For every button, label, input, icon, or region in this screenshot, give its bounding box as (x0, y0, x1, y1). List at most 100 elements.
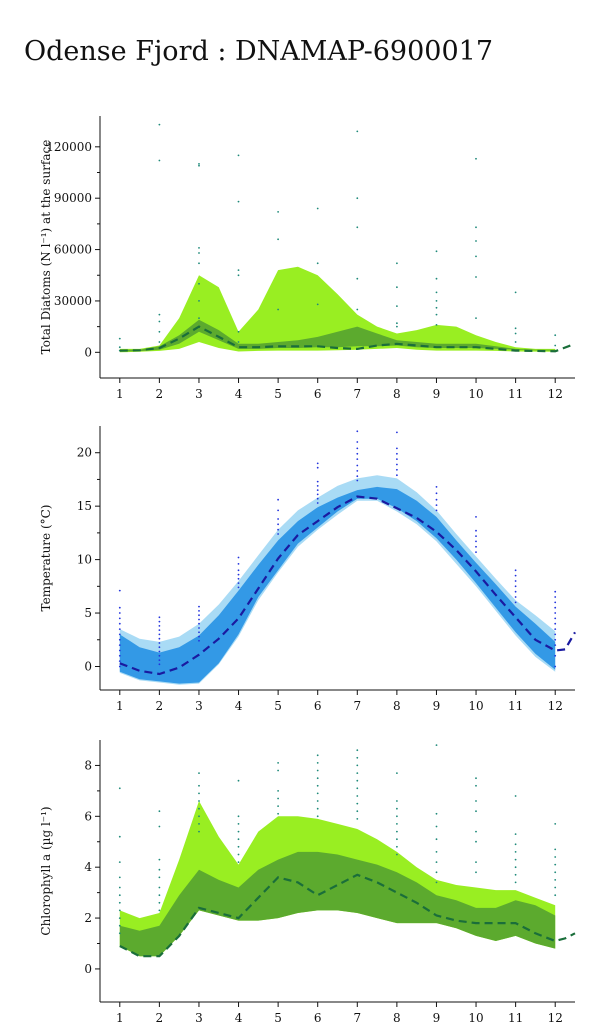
temperature-data-point (554, 622, 557, 625)
temperature-data-point (158, 659, 161, 661)
temperature-data-point (435, 498, 438, 501)
diatoms-data-point (277, 211, 279, 213)
temperature-data-point (118, 617, 121, 620)
chlorophyll-x-tick-label: 2 (156, 1011, 164, 1025)
diatoms-data-point (237, 200, 240, 203)
temperature-data-point (475, 551, 477, 553)
temperature-data-point (514, 590, 517, 593)
chlorophyll-data-point (237, 815, 240, 818)
chlorophyll-x-tick-label: 7 (353, 1011, 361, 1025)
chlorophyll-data-point (435, 744, 438, 746)
diatoms-x-tick-label: 4 (235, 387, 243, 401)
temperature-data-point (356, 458, 359, 460)
diatoms-x-tick-label: 11 (508, 387, 523, 401)
temperature-median-line (119, 495, 576, 676)
chlorophyll-y-tick-label: 8 (84, 758, 92, 772)
diatoms-x-tick-label: 12 (548, 387, 563, 401)
chlorophyll-data-point (316, 784, 319, 787)
chlorophyll-data-point (277, 812, 279, 815)
diatoms-data-point (396, 286, 398, 289)
chlorophyll-data-point (316, 769, 319, 772)
diatoms-data-point (514, 341, 517, 343)
temperature-data-point (475, 529, 477, 532)
diatoms-data-point (237, 154, 240, 157)
chlorophyll-data-point (118, 924, 121, 927)
chlorophyll-data-point (118, 917, 121, 919)
temperature-data-point (158, 646, 161, 649)
chlorophyll-data-point (475, 861, 477, 863)
temperature-data-point (356, 475, 359, 478)
chlorophyll-data-point (277, 797, 279, 800)
temperature-data-point (277, 533, 279, 535)
temperature-data-point (277, 498, 279, 501)
temperature-data-point (554, 590, 557, 593)
chlorophyll-data-point (396, 815, 398, 818)
temperature-x-tick-label: 10 (468, 699, 483, 713)
chlorophyll-y-tick-label: 0 (84, 962, 92, 976)
temperature-x-tick-label: 7 (353, 699, 361, 713)
chlorophyll-data-point (475, 840, 477, 843)
diatoms-x-tick-label: 7 (353, 387, 361, 401)
temperature-data-point (475, 535, 477, 537)
diatoms-data-point (475, 317, 477, 319)
chlorophyll-data-point (554, 871, 557, 874)
chlorophyll-data-point (356, 802, 359, 805)
diatoms-data-point (198, 163, 200, 165)
chlorophyll-data-point (316, 815, 319, 818)
temperature-data-point (118, 649, 121, 652)
diatoms-data-point (396, 305, 398, 307)
page-title: Odense Fjord : DNAMAP-6900017 (24, 36, 493, 67)
chlorophyll-data-point (158, 810, 161, 813)
temperature-data-point (277, 528, 279, 531)
temperature-inner-band (119, 486, 556, 684)
diatoms-data-point (554, 344, 557, 347)
chlorophyll-y-tick-label: 6 (84, 809, 92, 823)
diatoms-data-point (277, 308, 279, 311)
chlorophyll-data-point (514, 866, 517, 869)
chlorophyll-data-point (237, 823, 240, 825)
diatoms-median-line (119, 325, 576, 353)
chlorophyll-data-point (158, 886, 161, 889)
chlorophyll-data-point (514, 858, 517, 861)
chlorophyll-data-point (435, 881, 438, 884)
temperature-data-point (237, 582, 240, 584)
chlorophyll-data-point (356, 756, 359, 759)
chlorophyll-data-point (277, 762, 279, 764)
chlorophyll-data-point (396, 853, 398, 856)
temperature-data-point (198, 622, 200, 625)
temperature-data-point (514, 601, 517, 604)
diatoms-data-point (435, 291, 438, 294)
chlorophyll-data-point (118, 909, 121, 912)
temperature-data-point (514, 580, 517, 582)
diatoms-data-point (356, 130, 359, 133)
temperature-data-point (554, 601, 557, 604)
diatoms-data-point (356, 197, 359, 200)
chlorophyll-data-point (316, 800, 319, 802)
chlorophyll-data-point (514, 873, 517, 876)
temperature-x-tick-label: 6 (314, 699, 322, 713)
temperature-x-tick-label: 3 (195, 699, 203, 713)
temperature-data-point (118, 589, 121, 592)
temperature-data-point (514, 569, 517, 572)
temperature-data-point (316, 466, 319, 469)
diatoms-data-point (237, 274, 240, 277)
temperature-data-point (435, 504, 438, 506)
chlorophyll-x-tick-label: 8 (393, 1011, 401, 1025)
temperature-data-point (118, 654, 121, 657)
temperature-data-point (316, 480, 319, 483)
temperature-data-point (158, 637, 161, 640)
temperature-data-point (356, 464, 359, 467)
chlorophyll-data-point (554, 879, 557, 881)
diatoms-inner-band (119, 319, 556, 352)
diatoms-data-point (396, 325, 398, 328)
diatoms-x-tick-label: 5 (274, 387, 282, 401)
chlorophyll-data-point (277, 790, 279, 792)
temperature-data-point (554, 633, 557, 636)
chlorophyll-data-point (277, 769, 279, 772)
chlorophyll-x-tick-label: 6 (314, 1011, 322, 1025)
diatoms-data-point (554, 334, 557, 337)
chlorophyll-data-point (277, 805, 279, 807)
diatoms-data-point (118, 346, 121, 349)
temperature-data-point (554, 617, 557, 620)
